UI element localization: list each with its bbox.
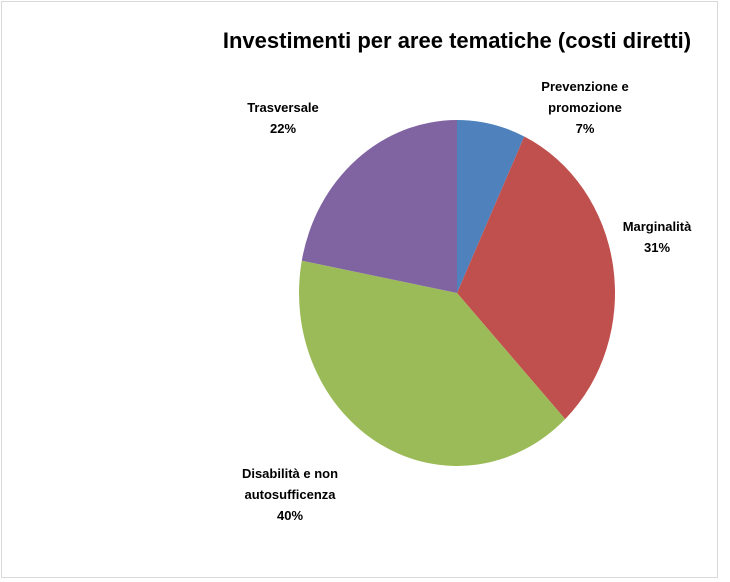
chart-title: Investimenti per aree tematiche (costi d… (222, 28, 692, 53)
slice-category: Disabilità e non autosufficenza (241, 466, 339, 502)
slice-label: Trasversale 22% (233, 97, 333, 139)
slice-label: Prevenzione e promozione 7% (530, 76, 640, 139)
pie-slice (457, 136, 615, 420)
pie-slice (457, 120, 525, 293)
pie-slice (299, 260, 566, 466)
slice-value-label: 22% (269, 121, 297, 136)
slice-value-label: 31% (643, 240, 671, 255)
slice-value-label: 7% (575, 121, 595, 136)
slice-value-label: 40% (276, 508, 304, 523)
slice-category: Prevenzione e promozione (541, 79, 629, 115)
pie-slice (301, 119, 457, 293)
slice-label: Marginalità 31% (612, 216, 702, 258)
slice-category: Trasversale (247, 100, 319, 115)
slice-category: Marginalità (622, 219, 692, 234)
slice-label: Disabilità e non autosufficenza 40% (225, 463, 355, 526)
